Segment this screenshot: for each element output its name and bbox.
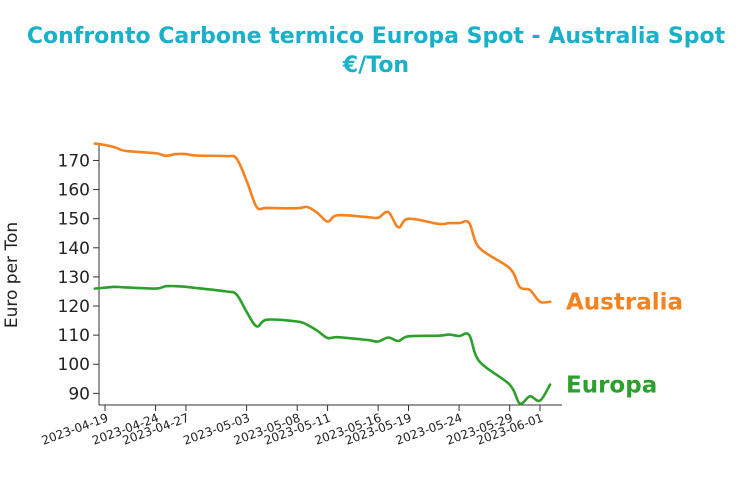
y-axis-label: Euro per Ton xyxy=(2,222,22,328)
axes: 901001101201301401501601702023-04-192023… xyxy=(40,143,562,448)
series-line-europa xyxy=(93,284,552,406)
y-tick-label: 140 xyxy=(58,239,90,259)
y-tick-label: 120 xyxy=(58,297,90,317)
chart-title-line-2: €/Ton xyxy=(342,53,410,78)
series-line-australia xyxy=(93,142,552,304)
y-tick-label: 110 xyxy=(58,326,90,346)
y-tick-label: 170 xyxy=(58,151,90,171)
y-tick-label: 160 xyxy=(58,181,90,201)
y-tick-label: 90 xyxy=(68,384,90,404)
chart-title: Confronto Carbone termico Europa Spot - … xyxy=(0,22,752,80)
chart-title-line-1: Confronto Carbone termico Europa Spot - … xyxy=(26,24,726,49)
y-tick-label: 130 xyxy=(58,268,90,288)
series-label-australia: Australia xyxy=(566,290,683,316)
y-tick-label: 100 xyxy=(58,355,90,375)
series-label-europa: Europa xyxy=(566,373,657,399)
y-tick-label: 150 xyxy=(58,210,90,230)
series-layer: Australia Europa xyxy=(93,142,683,406)
